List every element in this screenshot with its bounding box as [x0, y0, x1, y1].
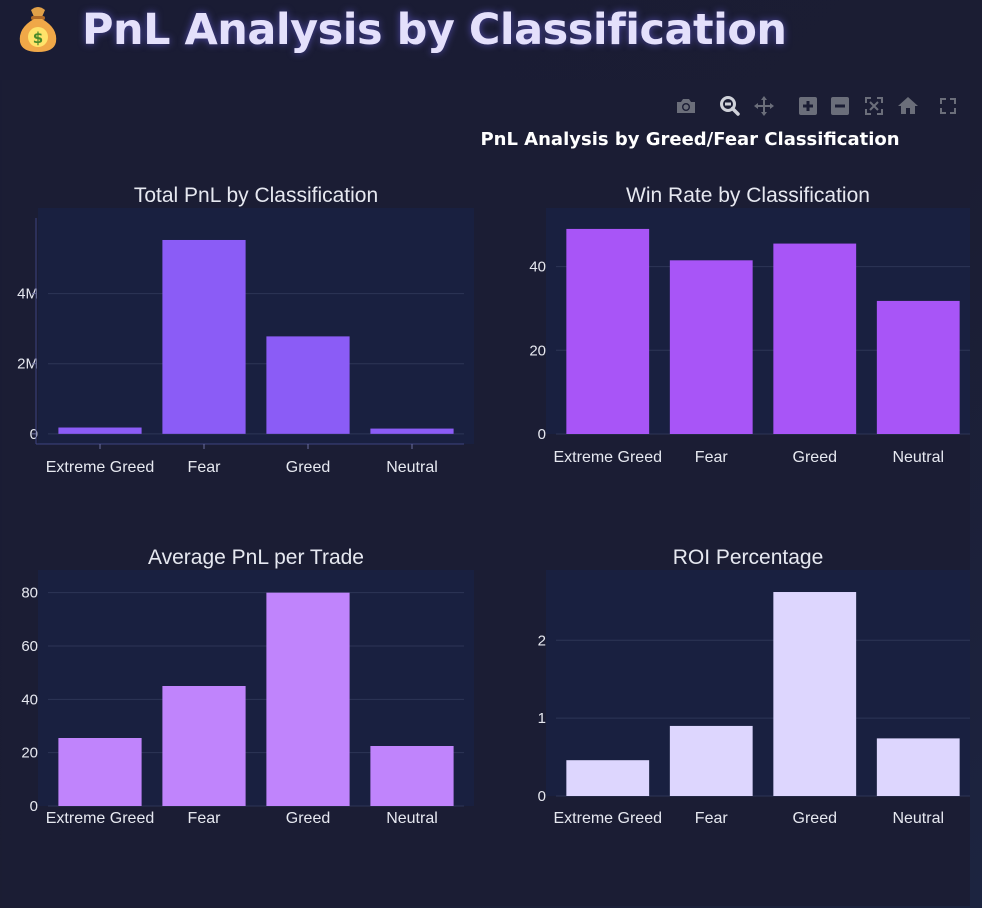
- subplot-title-win-rate-by-classification: Win Rate by Classification: [626, 184, 870, 207]
- x-tick-label: Neutral: [386, 810, 438, 827]
- pan-icon[interactable]: [752, 94, 776, 118]
- bar-greed[interactable]: [266, 592, 350, 806]
- bar-fear[interactable]: [669, 260, 753, 434]
- y-tick-label: 60: [21, 638, 38, 655]
- bar-fear[interactable]: [669, 725, 753, 796]
- y-tick-label: 0: [538, 426, 546, 443]
- home-icon[interactable]: [896, 94, 920, 118]
- zoom-out-icon[interactable]: [828, 94, 852, 118]
- y-tick-label: 0: [538, 788, 546, 805]
- subplot-title-total-pnl-by-classification: Total PnL by Classification: [134, 184, 378, 207]
- bar-greed[interactable]: [773, 243, 857, 434]
- x-tick-label: Greed: [793, 810, 837, 827]
- y-tick-label: 2: [538, 632, 546, 649]
- zoom-in-icon[interactable]: [796, 94, 820, 118]
- bar-extreme-greed[interactable]: [566, 228, 650, 434]
- y-tick-label: 20: [21, 745, 38, 762]
- svg-text:$: $: [33, 29, 43, 47]
- subplot-title-roi-percentage: ROI Percentage: [673, 546, 824, 569]
- x-tick-label: Extreme Greed: [554, 449, 662, 466]
- x-tick-label: Greed: [793, 449, 837, 466]
- zoom-icon[interactable]: [718, 94, 742, 118]
- y-tick-label: 1: [538, 710, 546, 727]
- plot-area: [38, 208, 474, 444]
- x-tick-label: Fear: [188, 459, 222, 476]
- x-tick-label: Greed: [286, 810, 330, 827]
- y-tick-label: 40: [21, 691, 38, 708]
- bar-greed[interactable]: [266, 336, 350, 434]
- modebar: [672, 94, 966, 120]
- page-title: PnL Analysis by Classification: [82, 5, 787, 55]
- subplot-title-average-pnl-per-trade: Average PnL per Trade: [148, 546, 364, 569]
- x-tick-label: Extreme Greed: [554, 810, 662, 827]
- x-tick-label: Fear: [188, 810, 222, 827]
- x-tick-label: Fear: [695, 449, 729, 466]
- y-tick-label: 2M: [17, 356, 38, 373]
- bar-fear[interactable]: [162, 239, 246, 434]
- y-tick-label: 80: [21, 585, 38, 602]
- fullscreen-icon[interactable]: [936, 94, 960, 118]
- x-tick-label: Neutral: [386, 459, 438, 476]
- y-tick-label: 40: [529, 259, 546, 276]
- header: $ PnL Analysis by Classification: [0, 0, 982, 60]
- x-tick-label: Neutral: [892, 810, 944, 827]
- x-tick-label: Greed: [286, 459, 330, 476]
- x-tick-label: Extreme Greed: [46, 810, 154, 827]
- bar-extreme-greed[interactable]: [566, 760, 650, 796]
- bar-neutral[interactable]: [370, 746, 454, 806]
- bar-neutral[interactable]: [370, 428, 454, 434]
- x-tick-label: Neutral: [892, 449, 944, 466]
- x-tick-label: Fear: [695, 810, 729, 827]
- bar-greed[interactable]: [773, 592, 857, 796]
- bar-neutral[interactable]: [876, 738, 960, 796]
- bar-fear[interactable]: [162, 686, 246, 806]
- camera-icon[interactable]: [674, 94, 698, 118]
- y-tick-label: 20: [529, 342, 546, 359]
- bar-extreme-greed[interactable]: [58, 427, 142, 434]
- x-tick-label: Extreme Greed: [46, 459, 154, 476]
- bar-extreme-greed[interactable]: [58, 738, 142, 806]
- y-tick-label: 0: [30, 798, 38, 815]
- autoscale-icon[interactable]: [862, 94, 886, 118]
- money-bag-icon: $: [19, 7, 57, 52]
- bar-neutral[interactable]: [876, 300, 960, 434]
- figure-title: PnL Analysis by Greed/Fear Classificatio…: [480, 129, 900, 150]
- y-tick-label: 4M: [17, 286, 38, 303]
